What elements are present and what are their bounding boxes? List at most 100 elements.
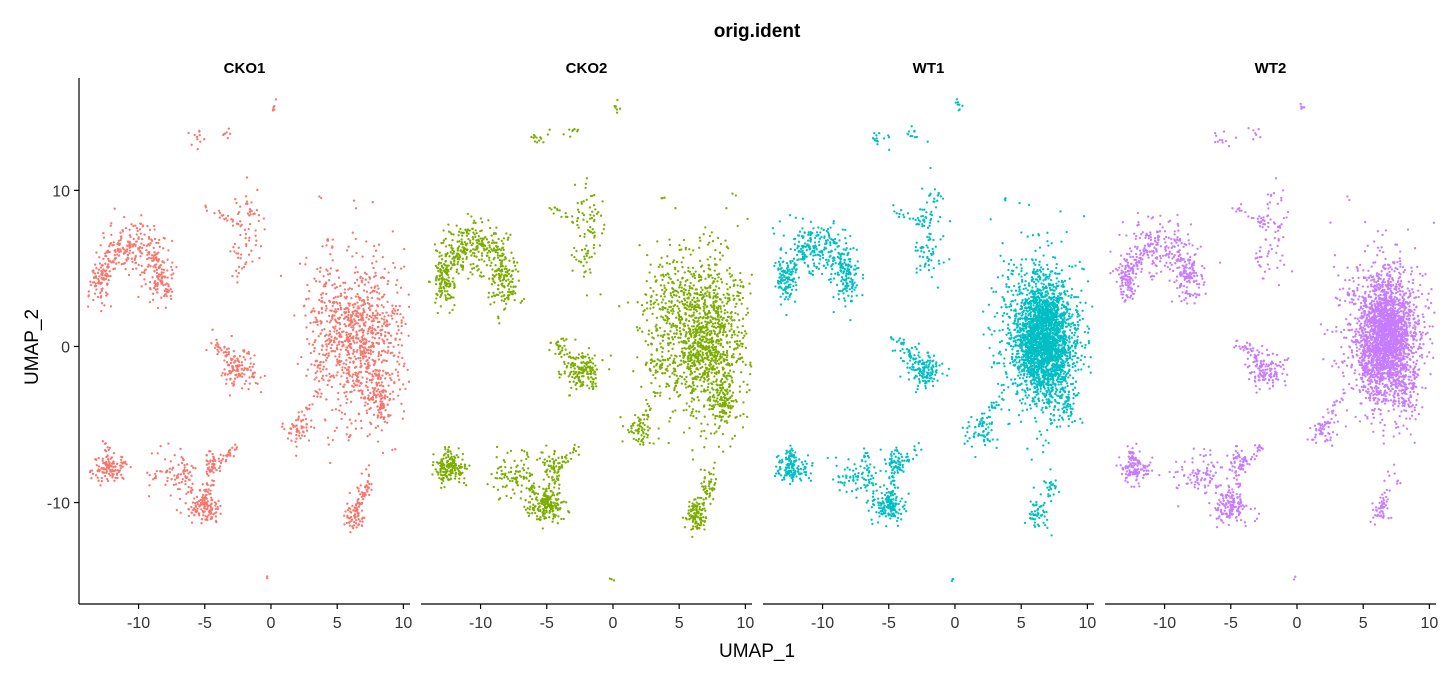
data-point xyxy=(502,237,506,240)
data-point xyxy=(368,482,371,486)
data-point xyxy=(658,263,662,266)
data-point xyxy=(519,301,522,304)
data-point xyxy=(97,457,100,460)
data-point xyxy=(234,197,237,201)
data-point xyxy=(279,274,283,278)
data-point xyxy=(179,473,183,476)
data-point xyxy=(725,207,728,210)
data-point xyxy=(208,460,212,463)
data-point xyxy=(673,335,677,339)
data-point xyxy=(344,281,347,284)
data-point xyxy=(348,418,351,421)
data-point xyxy=(463,467,467,470)
data-point xyxy=(661,316,664,319)
data-point xyxy=(205,209,209,212)
data-point xyxy=(526,507,529,510)
data-point xyxy=(389,377,392,380)
data-point xyxy=(682,431,686,434)
data-point xyxy=(694,330,697,333)
data-point xyxy=(353,389,356,392)
data-point xyxy=(367,330,370,333)
data-point xyxy=(656,370,659,373)
data-point xyxy=(359,359,362,363)
data-point xyxy=(363,283,367,286)
data-point xyxy=(582,218,585,221)
data-point xyxy=(447,276,450,279)
data-point xyxy=(352,527,355,530)
data-point xyxy=(702,380,706,383)
data-point xyxy=(330,335,333,338)
data-point xyxy=(707,370,711,373)
data-point xyxy=(361,331,365,334)
data-point xyxy=(461,452,465,456)
data-point xyxy=(700,321,703,324)
data-point xyxy=(669,341,672,344)
data-point xyxy=(708,391,712,394)
data-point xyxy=(273,105,276,108)
data-point xyxy=(750,273,753,276)
data-point xyxy=(340,417,343,421)
data-point xyxy=(138,228,142,231)
data-point xyxy=(718,251,722,254)
data-point xyxy=(380,361,384,364)
data-point xyxy=(632,370,635,373)
data-point xyxy=(196,148,199,151)
data-point xyxy=(213,346,217,350)
data-point xyxy=(173,454,176,457)
data-point xyxy=(506,271,509,274)
data-point xyxy=(356,314,359,318)
data-point xyxy=(539,518,542,521)
data-point xyxy=(713,423,717,426)
data-point xyxy=(159,444,162,448)
data-point xyxy=(671,307,674,311)
data-point xyxy=(319,370,322,373)
data-point xyxy=(558,372,561,376)
data-point xyxy=(661,265,664,268)
data-point xyxy=(671,296,674,299)
data-point xyxy=(727,293,731,296)
data-point xyxy=(591,228,594,231)
data-point xyxy=(710,231,713,234)
data-point xyxy=(363,324,367,327)
data-point xyxy=(714,403,717,406)
data-point xyxy=(708,361,712,365)
data-point xyxy=(115,472,119,475)
data-point xyxy=(712,303,716,307)
data-point xyxy=(108,260,111,263)
data-point xyxy=(503,460,506,464)
data-point xyxy=(741,426,745,429)
data-point xyxy=(621,425,625,428)
data-point xyxy=(205,493,208,497)
data-point xyxy=(155,257,158,260)
data-point xyxy=(354,373,357,376)
data-point xyxy=(349,314,353,317)
data-point xyxy=(354,322,358,325)
data-point xyxy=(219,347,222,350)
data-point xyxy=(352,326,355,330)
data-point xyxy=(693,370,696,373)
data-point xyxy=(317,392,320,395)
data-point xyxy=(400,332,403,335)
data-point xyxy=(704,313,707,317)
data-point xyxy=(679,332,682,336)
data-point xyxy=(362,322,365,325)
data-point xyxy=(705,345,708,348)
data-point xyxy=(347,332,351,336)
data-point xyxy=(351,231,354,234)
data-point xyxy=(592,243,596,247)
data-point xyxy=(673,357,676,360)
data-point xyxy=(348,524,352,527)
data-point xyxy=(348,334,352,338)
data-point xyxy=(681,351,685,355)
data-point xyxy=(591,357,594,360)
data-point xyxy=(201,510,205,513)
data-point xyxy=(626,428,630,432)
data-point xyxy=(193,497,196,500)
data-point xyxy=(548,510,552,513)
data-point xyxy=(248,222,252,226)
data-point xyxy=(365,313,369,316)
data-point xyxy=(653,275,657,278)
data-point xyxy=(148,484,151,487)
data-point xyxy=(371,326,374,330)
data-point xyxy=(460,238,463,241)
